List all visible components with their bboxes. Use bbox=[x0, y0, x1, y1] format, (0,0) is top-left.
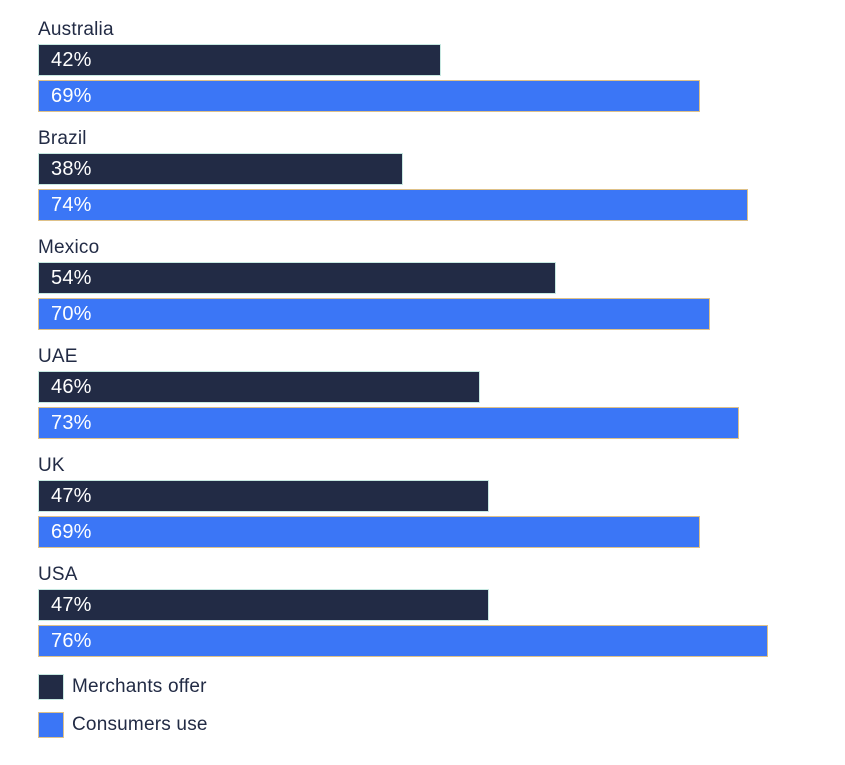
country-group-mexico: Mexico 54% 70% bbox=[38, 238, 845, 330]
country-label: UAE bbox=[38, 346, 78, 367]
legend-item-merchants-offer: Merchants offer bbox=[38, 674, 845, 700]
bar-value-label: 70% bbox=[51, 302, 92, 325]
bar-consumers-use: 70% bbox=[38, 298, 710, 330]
bar-value-label: 38% bbox=[51, 157, 92, 180]
bar-value-label: 73% bbox=[51, 411, 92, 434]
bar-merchants-offer: 47% bbox=[38, 589, 489, 621]
bar-value-label: 47% bbox=[51, 484, 92, 507]
bar-value-label: 54% bbox=[51, 266, 92, 289]
bar-value-label: 47% bbox=[51, 593, 92, 616]
country-label: Brazil bbox=[38, 128, 87, 149]
country-label: UK bbox=[38, 455, 65, 476]
country-group-uae: UAE 46% 73% bbox=[38, 347, 845, 439]
bar-consumers-use: 69% bbox=[38, 80, 700, 112]
legend-label-consumers-use: Consumers use bbox=[72, 714, 208, 735]
bar-merchants-offer: 54% bbox=[38, 262, 556, 294]
bar-merchants-offer: 47% bbox=[38, 480, 489, 512]
bar-merchants-offer: 42% bbox=[38, 44, 441, 76]
legend-swatch-consumers-use bbox=[38, 712, 64, 738]
country-group-brazil: Brazil 38% 74% bbox=[38, 129, 845, 221]
bar-consumers-use: 74% bbox=[38, 189, 748, 221]
country-label: USA bbox=[38, 564, 78, 585]
legend-label-merchants-offer: Merchants offer bbox=[72, 676, 207, 697]
bar-merchants-offer: 46% bbox=[38, 371, 480, 403]
bar-merchants-offer: 38% bbox=[38, 153, 403, 185]
bar-value-label: 69% bbox=[51, 520, 92, 543]
bar-value-label: 69% bbox=[51, 84, 92, 107]
bar-value-label: 76% bbox=[51, 629, 92, 652]
country-group-uk: UK 47% 69% bbox=[38, 456, 845, 548]
legend: Merchants offer Consumers use bbox=[38, 674, 845, 738]
bar-consumers-use: 73% bbox=[38, 407, 739, 439]
legend-swatch-merchants-offer bbox=[38, 674, 64, 700]
bar-value-label: 42% bbox=[51, 48, 92, 71]
bar-consumers-use: 69% bbox=[38, 516, 700, 548]
chart-bars-area: Australia 42% 69% Brazil 38% 74% Mexico 54% 70% U… bbox=[38, 20, 845, 657]
bar-consumers-use: 76% bbox=[38, 625, 768, 657]
country-label: Australia bbox=[38, 19, 114, 40]
country-label: Mexico bbox=[38, 237, 100, 258]
country-group-australia: Australia 42% 69% bbox=[38, 20, 845, 112]
legend-item-consumers-use: Consumers use bbox=[38, 712, 845, 738]
bar-value-label: 74% bbox=[51, 193, 92, 216]
bar-value-label: 46% bbox=[51, 375, 92, 398]
country-group-usa: USA 47% 76% bbox=[38, 565, 845, 657]
